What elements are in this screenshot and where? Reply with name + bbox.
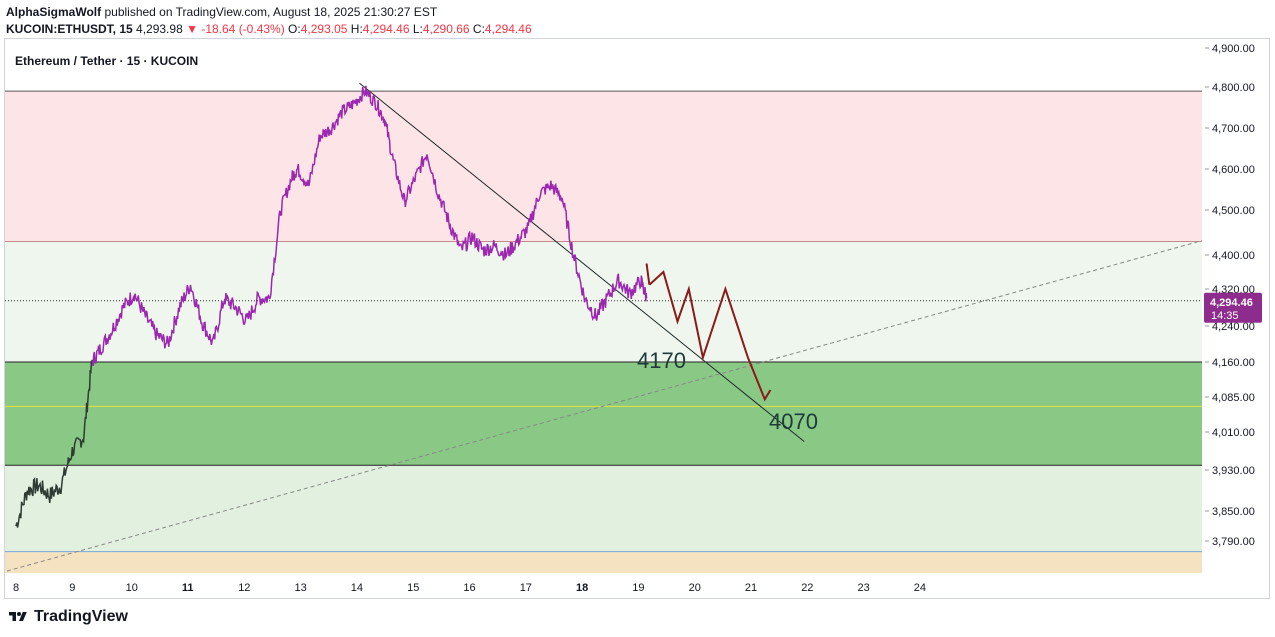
x-tick-label: 13 xyxy=(295,582,307,594)
zone-support xyxy=(5,362,1202,466)
y-tick-label: 4,085.00 xyxy=(1212,392,1255,404)
zone-lower xyxy=(5,465,1202,552)
x-tick-label: 9 xyxy=(69,582,75,594)
open-label: O: xyxy=(288,22,301,36)
current-price-label: 4,294.46 xyxy=(1210,297,1253,309)
x-tick-label: 15 xyxy=(407,582,419,594)
high-label: H: xyxy=(350,22,363,36)
x-tick-label: 11 xyxy=(182,582,194,594)
projection-path xyxy=(648,270,772,402)
chart-title: Ethereum / Tether · 15 · KUCOIN xyxy=(15,54,198,68)
low-value: 4,290.66 xyxy=(422,22,470,36)
zone-bottom xyxy=(5,551,1202,573)
annotation-4070: 4070 xyxy=(769,409,818,434)
y-tick-label: 4,400.00 xyxy=(1212,250,1255,262)
price-series xyxy=(91,85,648,367)
y-tick-label: 4,900.00 xyxy=(1212,43,1255,55)
close-value: 4,294.46 xyxy=(484,22,532,36)
x-tick-label: 19 xyxy=(632,582,644,594)
high-value: 4,294.46 xyxy=(362,22,410,36)
x-tick-label: 10 xyxy=(126,582,138,594)
x-tick-label: 20 xyxy=(689,582,701,594)
tradingview-footer: TradingView xyxy=(8,608,128,626)
countdown-label: 14:35 xyxy=(1211,310,1239,322)
publish-info: AlphaSigmaWolf published on TradingView.… xyxy=(6,4,437,20)
price-series-early xyxy=(15,354,95,528)
x-tick-label: 18 xyxy=(576,582,588,594)
y-tick-label: 3,930.00 xyxy=(1212,465,1255,477)
x-tick-label: 12 xyxy=(238,582,250,594)
x-tick-label: 21 xyxy=(745,582,757,594)
open-value: 4,293.05 xyxy=(300,22,348,36)
y-tick-label: 4,160.00 xyxy=(1212,357,1255,369)
zone-resistance xyxy=(5,91,1202,242)
published-text: published on TradingView.com, August 18,… xyxy=(104,5,438,19)
price-chart[interactable]: 4170 4070 Ethereum / Tether · 15 · KUCOIN 4… xyxy=(5,39,1269,598)
close-label: C: xyxy=(472,22,485,36)
brand-label: TradingView xyxy=(34,608,128,625)
x-tick-label: 16 xyxy=(463,582,475,594)
x-tick-label: 17 xyxy=(520,582,532,594)
author-name[interactable]: AlphaSigmaWolf xyxy=(6,5,102,19)
ohlc-bar: KUCOIN:ETHUSDT, 15 4,293.98 ▼ -18.64 (-0… xyxy=(6,21,532,37)
y-tick-label: 3,850.00 xyxy=(1212,506,1255,518)
y-tick-label: 4,800.00 xyxy=(1212,82,1255,94)
projection-start xyxy=(645,263,651,285)
current-price-tag xyxy=(1204,292,1262,323)
last-price: 4,293.98 xyxy=(136,22,183,36)
x-tick-label: 22 xyxy=(801,582,813,594)
symbol-label: KUCOIN:ETHUSDT, 15 xyxy=(6,22,133,36)
uptrend-dashed-line xyxy=(6,240,1203,572)
tradingview-logo-icon xyxy=(9,612,27,621)
y-tick-label: 4,240.00 xyxy=(1212,321,1255,333)
downtrend-line xyxy=(359,82,805,442)
y-tick-label: 3,790.00 xyxy=(1212,536,1255,548)
annotation-4170: 4170 xyxy=(637,348,686,373)
y-tick-label: 4,600.00 xyxy=(1212,164,1255,176)
x-tick-label: 14 xyxy=(351,582,363,594)
y-tick-label: 4,010.00 xyxy=(1212,427,1255,439)
y-tick-label: 4,700.00 xyxy=(1212,123,1255,135)
y-tick-label: 4,500.00 xyxy=(1212,205,1255,217)
low-label: L: xyxy=(412,22,423,36)
x-tick-label: 23 xyxy=(858,582,870,594)
x-tick-label: 24 xyxy=(914,582,926,594)
down-arrow-icon: ▼ xyxy=(186,22,198,36)
price-change: -18.64 (-0.43%) xyxy=(201,22,285,36)
x-tick-label: 8 xyxy=(13,582,19,594)
chart-area[interactable]: 4170 4070 Ethereum / Tether · 15 · KUCOIN 4… xyxy=(4,38,1270,599)
